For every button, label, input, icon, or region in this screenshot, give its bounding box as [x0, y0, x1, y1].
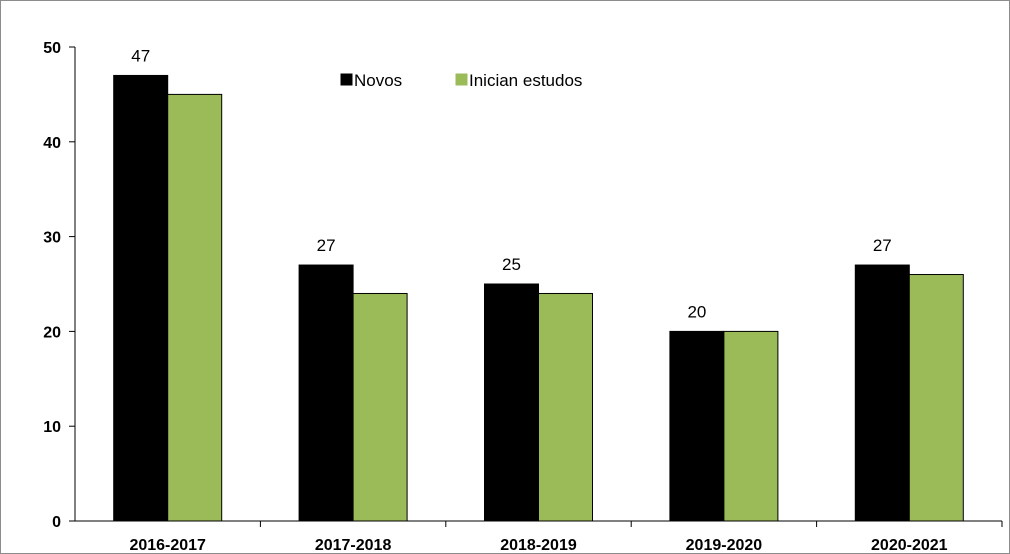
bar-inician-estudos: [723, 330, 779, 522]
y-tick-label: 50: [43, 40, 61, 57]
bar-novos: [113, 74, 169, 522]
data-label-novos: 47: [131, 46, 150, 65]
bar-novos: [854, 264, 910, 522]
y-tick-label: 10: [43, 419, 61, 436]
x-category-label: 2016-2017: [129, 537, 206, 554]
x-category-label: 2017-2018: [315, 537, 392, 554]
y-tick-label: 0: [52, 514, 61, 531]
bar-inician-estudos: [167, 93, 223, 522]
legend-swatch-novos: [340, 73, 353, 86]
y-tick-label: 20: [43, 324, 61, 341]
legend-label-novos: Novos: [354, 71, 402, 90]
x-category-label: 2018-2019: [500, 537, 577, 554]
x-category-label: 2020-2021: [871, 537, 948, 554]
data-label-novos: 20: [687, 302, 706, 321]
data-label-novos: 25: [502, 255, 521, 274]
y-tick-label: 40: [43, 135, 61, 152]
bar-novos: [298, 264, 354, 522]
data-label-novos: 27: [317, 236, 336, 255]
legend-label-inician-estudos: Inician estudos: [469, 71, 582, 90]
bar-novos: [484, 283, 539, 522]
bar-novos: [669, 330, 725, 522]
bar-inician-estudos: [908, 274, 964, 522]
data-label-novos: 27: [873, 236, 892, 255]
x-category-label: 2019-2020: [686, 537, 763, 554]
y-tick-label: 30: [43, 230, 61, 247]
legend-swatch-inician-estudos: [455, 73, 468, 86]
bar-inician-estudos: [538, 292, 593, 522]
bar-inician-estudos: [352, 292, 408, 522]
